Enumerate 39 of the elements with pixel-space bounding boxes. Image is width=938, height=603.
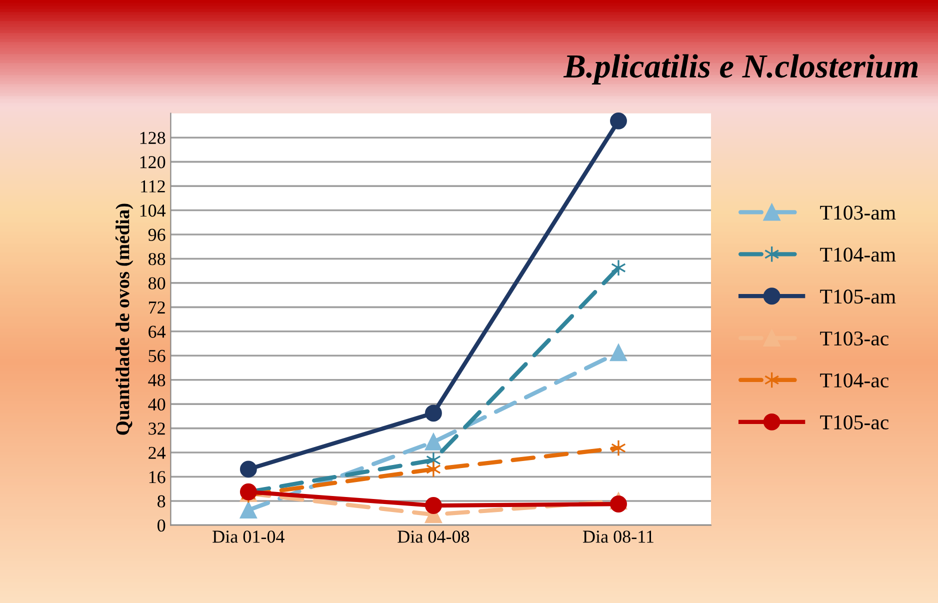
y-tick-label: 24 <box>148 446 166 459</box>
legend-label: T104-ac <box>820 373 888 388</box>
y-tick-label: 80 <box>148 277 166 290</box>
legend-label: T103-ac <box>820 331 888 346</box>
y-tick-label: 48 <box>148 374 166 386</box>
y-tick-label: 72 <box>148 301 165 314</box>
legend-label: T104-am <box>820 248 896 262</box>
y-tick-label: 16 <box>149 471 166 484</box>
point <box>424 433 442 450</box>
y-tick-label: 8 <box>158 495 166 508</box>
y-tick-label: 88 <box>148 252 166 266</box>
point <box>240 460 257 478</box>
legend-label: T103-am <box>820 206 896 220</box>
point <box>424 497 442 514</box>
y-tick-label: 40 <box>148 398 166 411</box>
y-tick-label: 0 <box>158 519 166 532</box>
point <box>611 259 626 276</box>
chart-title: B.plicatilis e N.closterium <box>563 54 918 84</box>
point <box>611 440 626 456</box>
point <box>610 344 627 362</box>
y-tick-label: 56 <box>148 350 166 362</box>
x-tick-label: Dia 01-04 <box>212 530 284 543</box>
y-tick-label: 96 <box>148 228 166 241</box>
y-tick-label: 112 <box>141 180 165 192</box>
legend-label: T105-ac <box>820 415 888 430</box>
y-tick-label: 32 <box>148 422 165 435</box>
y-axis-title: Quantidade de ovos (média) <box>116 204 134 435</box>
point <box>424 404 442 422</box>
legend-label: T105-am <box>820 290 896 304</box>
x-tick-label: Dia 04-08 <box>398 530 470 543</box>
y-tick-label: 128 <box>140 132 166 144</box>
x-tick-label: Dia 08-11 <box>582 530 654 543</box>
y-tick-label: 64 <box>148 326 166 338</box>
point <box>610 496 627 512</box>
y-tick-label: 120 <box>140 156 166 168</box>
point <box>610 112 627 130</box>
point <box>240 502 257 519</box>
point <box>426 460 441 478</box>
y-tick-label: 104 <box>140 204 166 217</box>
